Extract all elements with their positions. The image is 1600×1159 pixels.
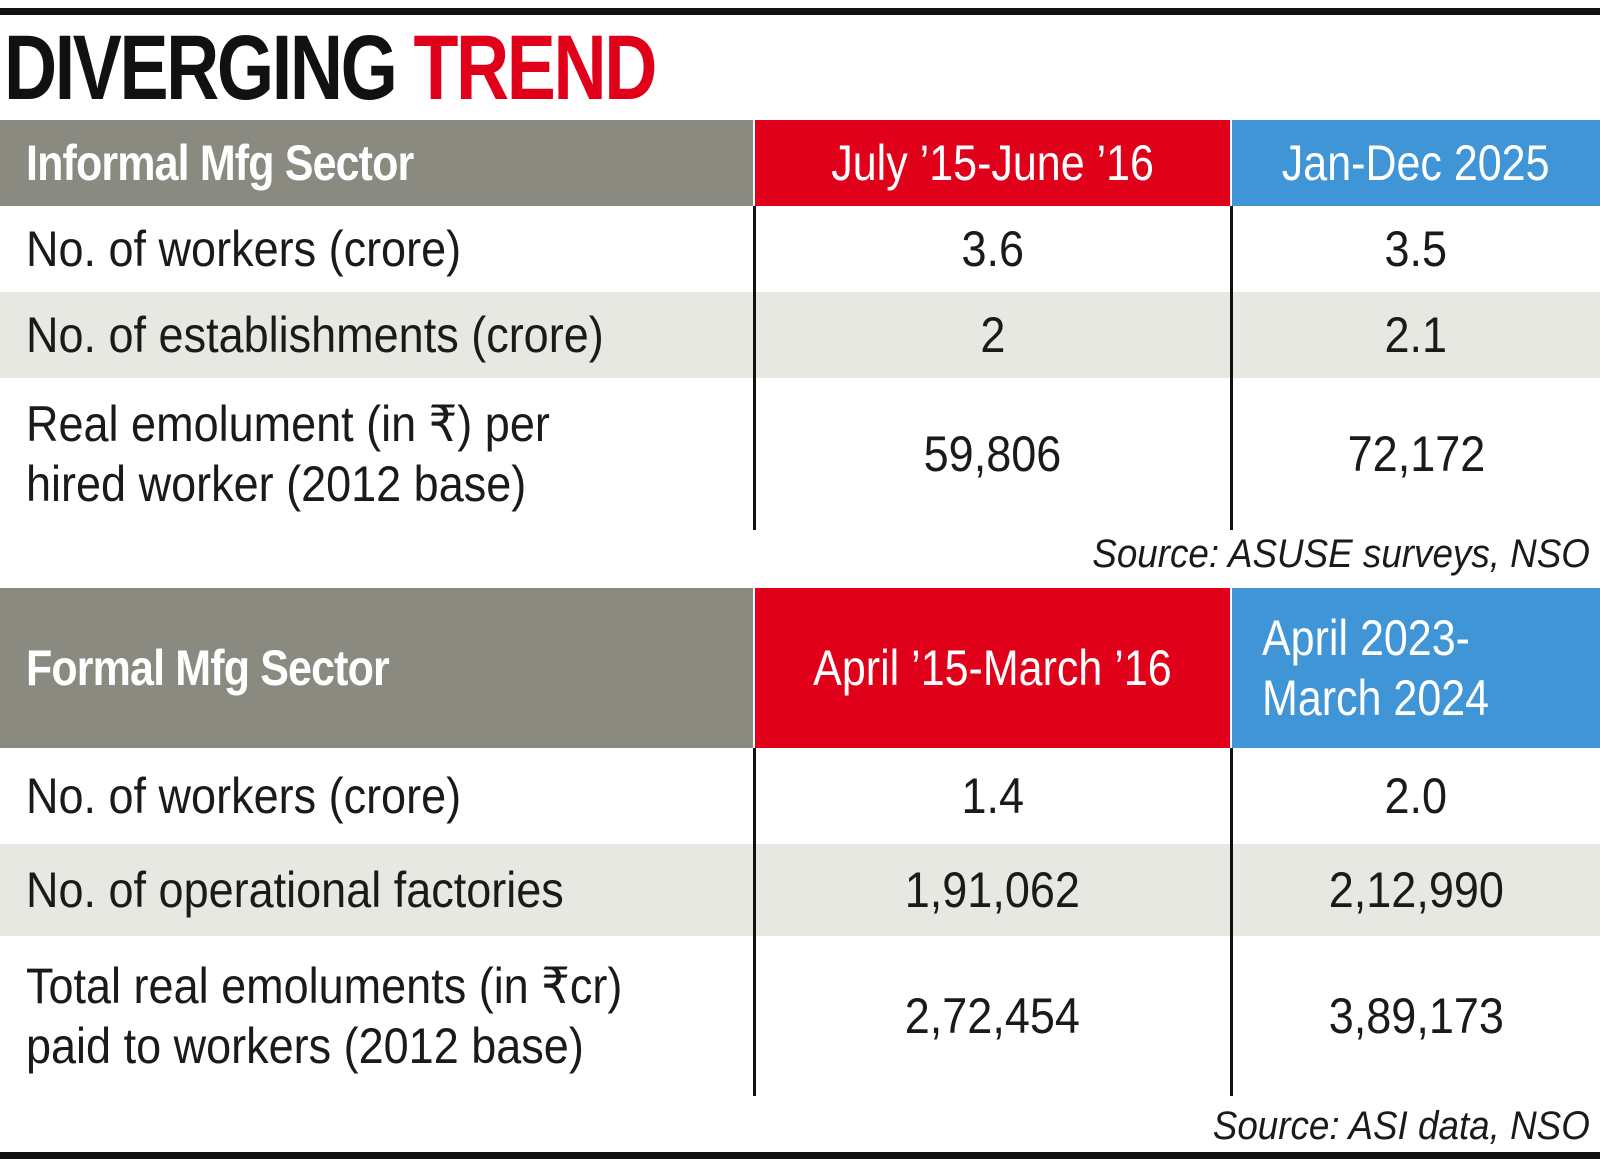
table-row: No. of operational factories 1,91,062 2,…: [0, 844, 1600, 936]
value-cell: 1.4: [961, 768, 1024, 824]
table-row: No. of workers (crore) 1.4 2.0: [0, 748, 1600, 844]
row-label: No. of establishments (crore): [26, 307, 604, 363]
value-cell: 59,806: [923, 426, 1062, 482]
table-row: Total real emoluments (in ₹cr) paid to w…: [0, 936, 1600, 1096]
row-label: Total real emoluments (in ₹cr) paid to w…: [26, 958, 623, 1074]
table-row: Real emolument (in ₹) per hired worker (…: [0, 378, 1600, 530]
informal-source-note: Source: ASUSE surveys, NSO: [1092, 532, 1590, 576]
table-row: No. of workers (crore) 3.6 3.5: [0, 206, 1600, 292]
row-label: No. of operational factories: [26, 862, 564, 918]
informal-header-row: Informal Mfg Sector July ’15-June ’16 Ja…: [0, 120, 1600, 206]
row-label: No. of workers (crore): [26, 221, 462, 277]
value-cell: 2: [979, 307, 1006, 363]
informal-sector-header: Informal Mfg Sector: [0, 120, 753, 206]
value-cell: 72,172: [1347, 426, 1485, 482]
value-cell: 1,91,062: [904, 862, 1081, 918]
value-cell: 3.5: [1384, 221, 1448, 277]
row-label: Real emolument (in ₹) per hired worker (…: [26, 396, 550, 512]
informal-period-1-header: July ’15-June ’16: [755, 120, 1230, 206]
formal-period-1-header: April ’15-March ’16: [755, 588, 1230, 748]
value-cell: 2,12,990: [1328, 862, 1504, 918]
informal-period-2-header: Jan-Dec 2025: [1232, 120, 1600, 206]
column-divider: [1230, 748, 1233, 1096]
value-cell: 3,89,173: [1328, 988, 1504, 1044]
value-cell: 2.0: [1384, 768, 1448, 824]
bottom-rule: [0, 1152, 1600, 1159]
value-cell: 3.6: [961, 221, 1024, 277]
formal-sector-header: Formal Mfg Sector: [0, 588, 753, 748]
title-part-2: TREND: [413, 17, 657, 119]
top-rule: [0, 8, 1600, 15]
title-part-1: DIVERGING: [4, 17, 398, 119]
formal-period-2-header: April 2023-March 2024: [1232, 588, 1600, 748]
value-cell: 2,72,454: [904, 988, 1081, 1044]
column-divider: [753, 206, 756, 530]
table-row: No. of establishments (crore) 2 2.1: [0, 292, 1600, 378]
formal-source-note: Source: ASI data, NSO: [1212, 1104, 1590, 1148]
formal-header-row: Formal Mfg Sector April ’15-March ’16 Ap…: [0, 588, 1600, 748]
column-divider: [753, 748, 756, 1096]
page-title: DIVERGING TREND: [4, 17, 657, 119]
value-cell: 2.1: [1384, 307, 1448, 363]
column-divider: [1230, 206, 1233, 530]
row-label: No. of workers (crore): [26, 768, 462, 824]
